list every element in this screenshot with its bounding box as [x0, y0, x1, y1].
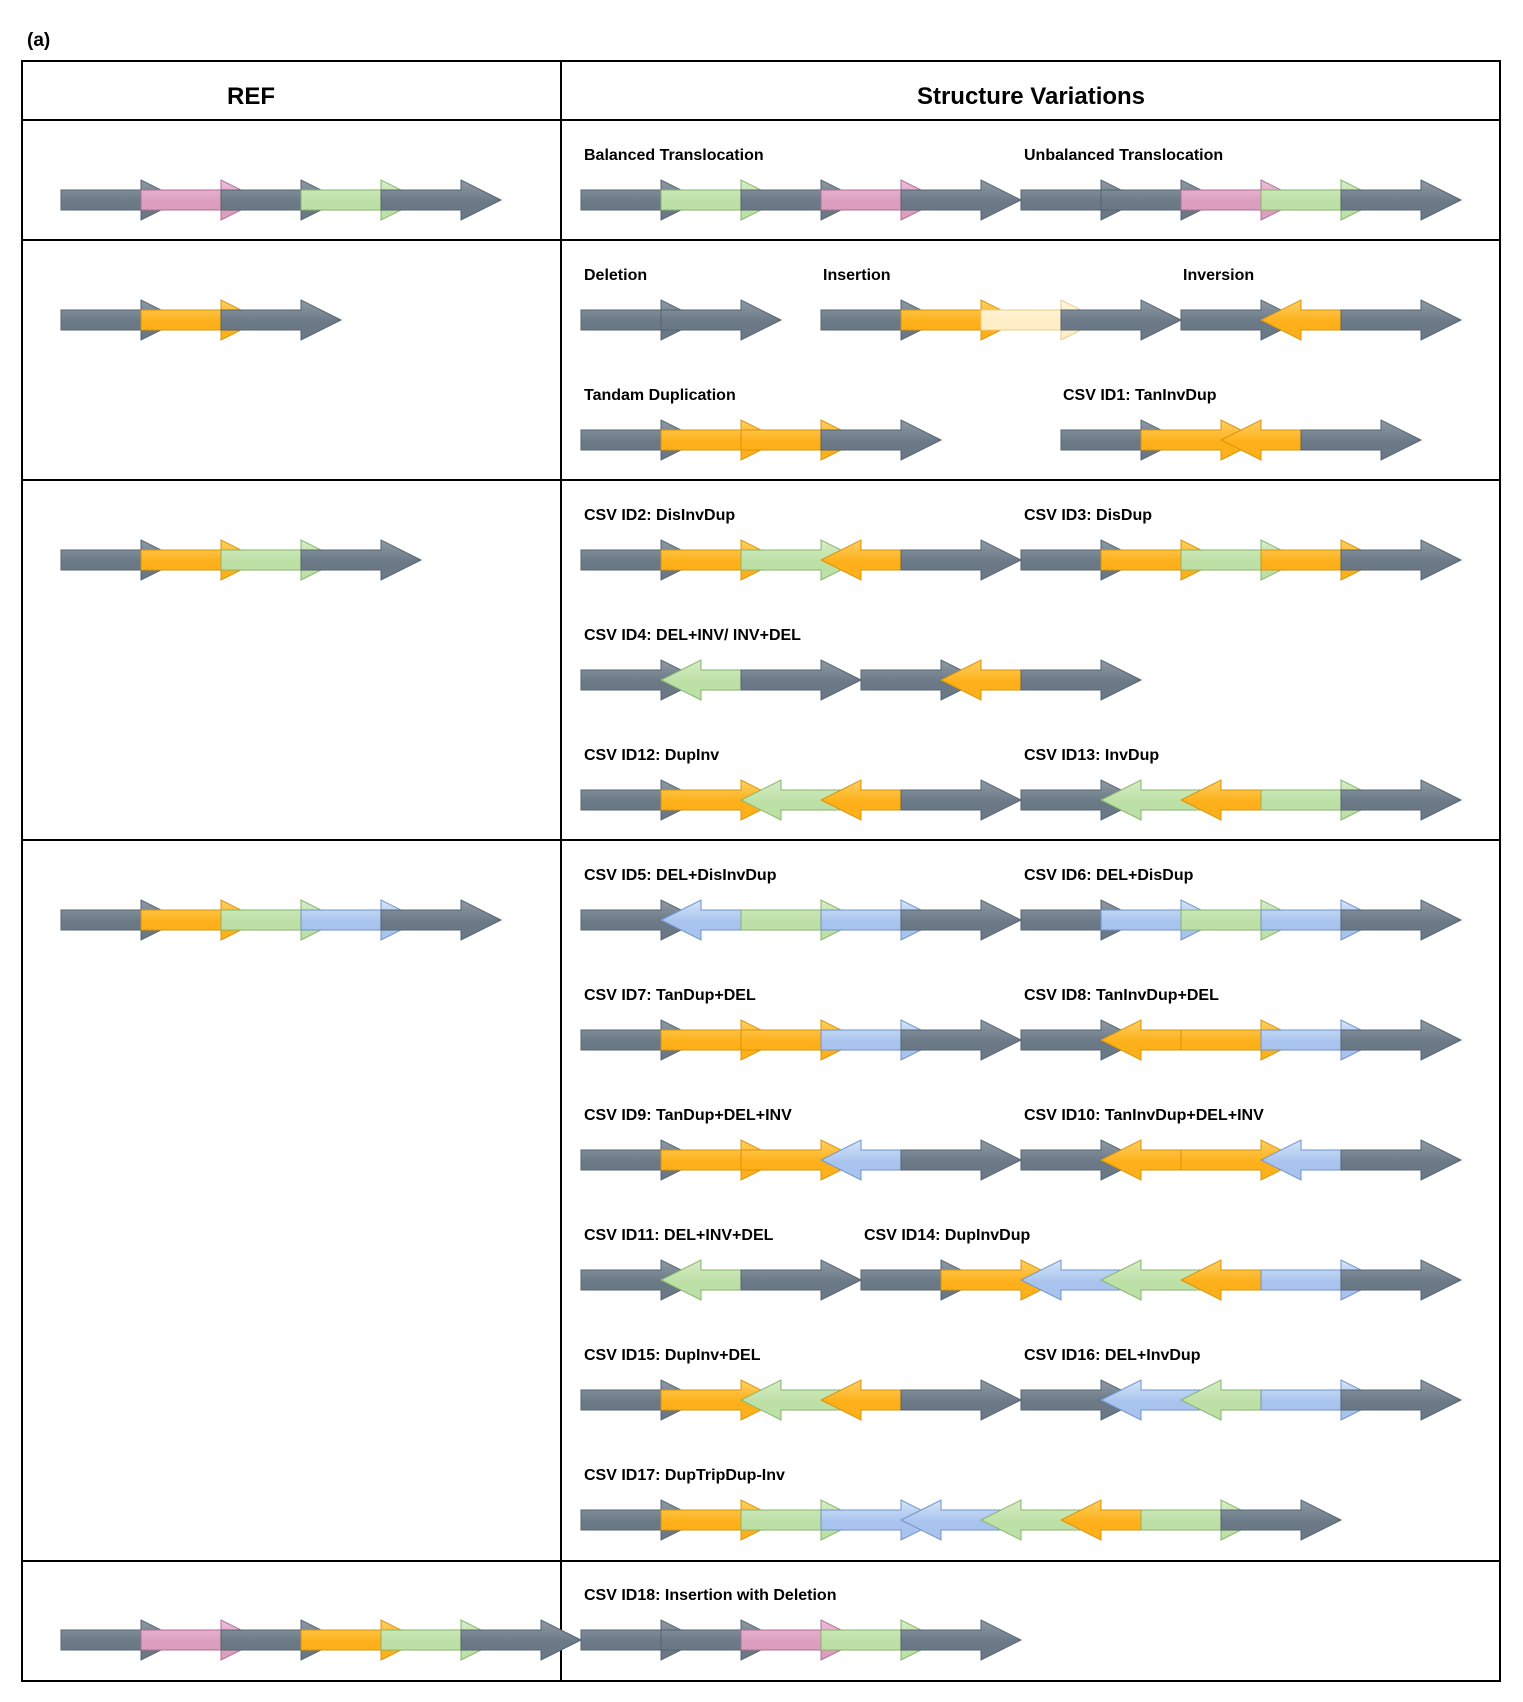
variant-sequence	[580, 1619, 1023, 1661]
gray-forward-segment-arrow	[380, 899, 503, 941]
variant-label: CSV ID5: DEL+DisInvDup	[584, 867, 777, 884]
variant-sequence	[580, 419, 943, 461]
gray-forward-segment-arrow	[1300, 419, 1423, 461]
variant-sequence	[1020, 539, 1463, 581]
variant-label: CSV ID7: TanDup+DEL	[584, 987, 756, 1004]
variant-label: CSV ID10: TanInvDup+DEL+INV	[1024, 1107, 1264, 1124]
variant-sequence	[860, 659, 1143, 701]
table-outline	[21, 60, 1501, 1682]
gray-forward-segment-arrow	[740, 1259, 863, 1301]
variant-sequence	[580, 1499, 1343, 1541]
gray-forward-segment-arrow	[1340, 299, 1463, 341]
gray-forward-segment-arrow	[1060, 299, 1183, 341]
variant-sequence	[580, 179, 1023, 221]
variant-label: Unbalanced Translocation	[1024, 147, 1223, 164]
variant-label: CSV ID8: TanInvDup+DEL	[1024, 987, 1219, 1004]
ref-sequence-row-1	[60, 179, 503, 221]
variant-label: Deletion	[584, 267, 647, 284]
gray-forward-segment-arrow	[900, 1379, 1023, 1421]
gray-forward-segment-arrow	[1020, 659, 1143, 701]
diagram-content: Balanced Translocation Unbalanced Translo…	[60, 147, 1463, 1661]
variant-sequence	[580, 779, 1023, 821]
variant-sequence	[860, 1259, 1463, 1301]
variant-label: Insertion	[823, 267, 891, 284]
gray-forward-segment-arrow	[900, 1139, 1023, 1181]
table-grid	[21, 60, 1501, 1682]
gray-forward-segment-arrow	[1340, 1379, 1463, 1421]
gray-forward-segment-arrow	[1340, 779, 1463, 821]
ref-sequence-row-2	[60, 299, 343, 341]
variant-sequence	[1180, 299, 1463, 341]
variant-label: CSV ID13: InvDup	[1024, 747, 1159, 764]
gray-forward-segment-arrow	[1340, 1019, 1463, 1061]
variant-sequence	[1020, 1379, 1463, 1421]
gray-forward-segment-arrow	[1340, 1139, 1463, 1181]
variant-sequence	[580, 299, 783, 341]
gray-forward-segment-arrow	[820, 419, 943, 461]
gray-forward-segment-arrow	[1340, 539, 1463, 581]
variant-label: CSV ID18: Insertion with Deletion	[584, 1587, 836, 1604]
gray-forward-segment-arrow	[900, 179, 1023, 221]
variant-sequence	[1060, 419, 1423, 461]
variant-label: CSV ID9: TanDup+DEL+INV	[584, 1107, 792, 1124]
ref-sequence-row-4	[60, 899, 503, 941]
gray-forward-segment-arrow	[900, 899, 1023, 941]
variant-label: CSV ID4: DEL+INV/ INV+DEL	[584, 627, 801, 644]
ref-column-header: REF	[227, 83, 275, 110]
ref-sequence-row-3	[60, 539, 423, 581]
gray-forward-segment-arrow	[1220, 1499, 1343, 1541]
gray-forward-segment-arrow	[1340, 1259, 1463, 1301]
variant-sequence	[1020, 1139, 1463, 1181]
ref-sequence-row-5	[60, 1619, 583, 1661]
variant-label: CSV ID14: DupInvDup	[864, 1227, 1030, 1244]
variant-sequence	[820, 299, 1183, 341]
variant-label: CSV ID11: DEL+INV+DEL	[584, 1227, 774, 1244]
variant-sequence	[580, 659, 863, 701]
panel-label: (a)	[27, 30, 51, 51]
variant-label: Tandam Duplication	[584, 387, 736, 404]
gray-forward-segment-arrow	[380, 179, 503, 221]
variant-sequence	[580, 1379, 1023, 1421]
variant-sequence	[1020, 179, 1463, 221]
variant-sequence	[580, 1259, 863, 1301]
variant-sequence	[1020, 899, 1463, 941]
gray-forward-segment-arrow	[300, 539, 423, 581]
variant-sequence	[580, 899, 1023, 941]
variant-sequence	[1020, 1019, 1463, 1061]
variant-label: CSV ID6: DEL+DisDup	[1024, 867, 1194, 884]
variant-label: CSV ID15: DupInv+DEL	[584, 1347, 761, 1364]
gray-forward-segment-arrow	[900, 1619, 1023, 1661]
gray-forward-segment-arrow	[220, 299, 343, 341]
gray-forward-segment-arrow	[900, 1019, 1023, 1061]
gray-forward-segment-arrow	[1340, 179, 1463, 221]
variant-sequence	[580, 1019, 1023, 1061]
variant-label: Inversion	[1183, 267, 1254, 284]
variant-label: CSV ID3: DisDup	[1024, 507, 1152, 524]
variant-label: CSV ID16: DEL+InvDup	[1024, 1347, 1201, 1364]
variant-label: CSV ID12: DupInv	[584, 747, 719, 764]
variant-sequence	[1020, 779, 1463, 821]
gray-forward-segment-arrow	[460, 1619, 583, 1661]
gray-forward-segment-arrow	[1340, 899, 1463, 941]
variant-label: CSV ID1: TanInvDup	[1063, 387, 1217, 404]
variant-label: CSV ID17: DupTripDup-Inv	[584, 1467, 785, 1484]
variations-column-header: Structure Variations	[917, 83, 1145, 110]
gray-forward-segment-arrow	[900, 539, 1023, 581]
gray-forward-segment-arrow	[900, 779, 1023, 821]
gray-forward-segment-arrow	[660, 299, 783, 341]
variant-label: Balanced Translocation	[584, 147, 764, 164]
variant-label: CSV ID2: DisInvDup	[584, 507, 735, 524]
variant-sequence	[580, 1139, 1023, 1181]
variant-sequence	[580, 539, 1023, 581]
gray-forward-segment-arrow	[740, 659, 863, 701]
